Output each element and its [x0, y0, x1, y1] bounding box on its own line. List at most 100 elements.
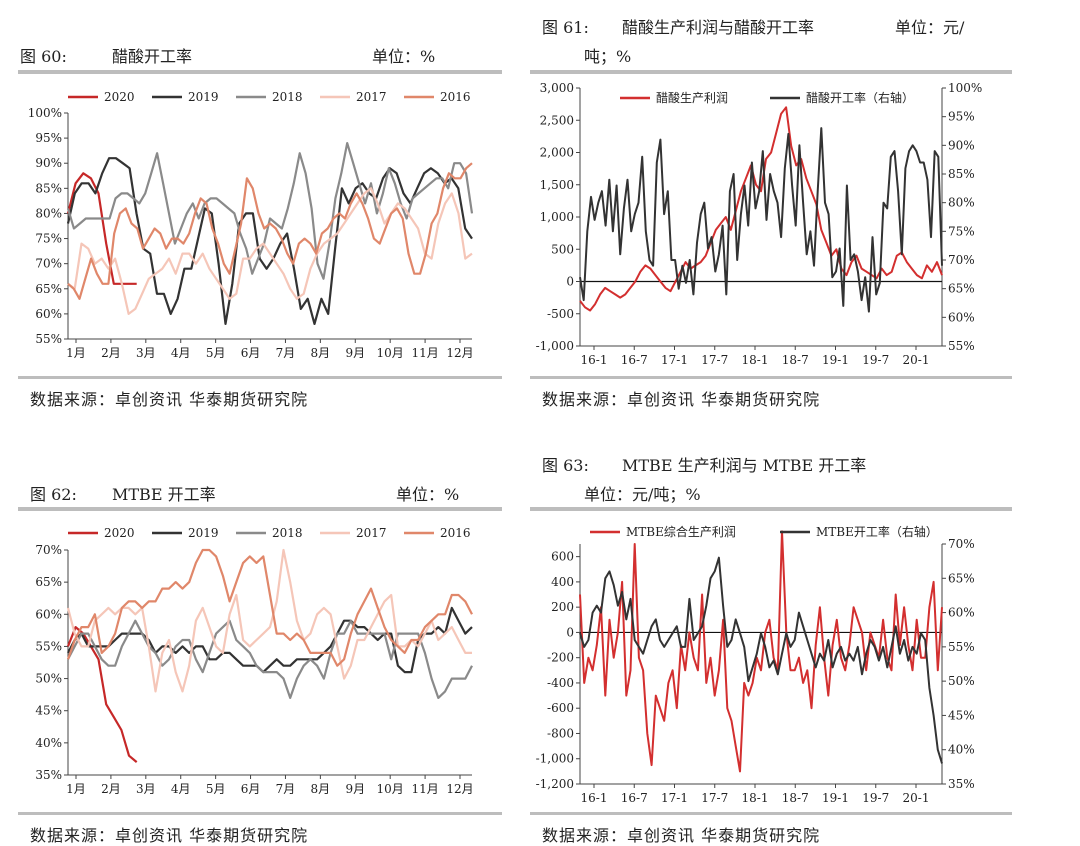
fig61-xtick-label: 20-1 [903, 353, 930, 367]
fig61-xtick-label: 16-7 [621, 353, 648, 367]
fig61-ytick-right-label: 85% [948, 167, 975, 181]
fig60-xtick-label: 7月 [276, 346, 296, 360]
fig62-series-4-line [66, 548, 473, 667]
fig60-ytick-label: 55% [35, 332, 62, 346]
fig62-ytick-label: 35% [35, 768, 62, 782]
fig63-source: 数据来源：卓创资讯 华泰期货研究院 [542, 826, 821, 845]
fig62-xtick-label: 2月 [101, 782, 121, 796]
fig62-legend-label: 2019 [188, 526, 219, 540]
fig62-xtick-label: 3月 [136, 782, 156, 796]
fig62-ytick-label: 40% [35, 736, 62, 750]
fig60-ytick-label: 80% [35, 206, 62, 220]
fig60-chart: 100% 95% 90% 85% 80% 75% 70% 65% 60% 55% 1月 2月 3月 4月 5… [28, 90, 474, 360]
fig60-legend-label: 2019 [188, 90, 219, 104]
fig63-ytick-left-label: 0 [566, 625, 574, 639]
fig61-ytick-left-label: -500 [547, 307, 574, 321]
fig62-ytick-label: 45% [35, 704, 62, 718]
fig60-xtick-label: 11月 [411, 346, 438, 360]
fig62-ytick-label: 60% [35, 607, 62, 621]
fig62-legend-label: 2017 [356, 526, 387, 540]
fig60-xtick-label: 6月 [241, 346, 261, 360]
fig60-legend-label: 2017 [356, 90, 387, 104]
fig61-xtick-label: 16-1 [581, 353, 608, 367]
fig61-xtick-label: 17-1 [661, 353, 688, 367]
fig62-legend-label: 2020 [104, 526, 135, 540]
fig60-ytick-label: 95% [35, 131, 62, 145]
fig63-xtick-label: 17-7 [701, 791, 728, 805]
fig61-ytick-left-label: 3,000 [540, 81, 574, 95]
fig63-ytick-left-label: 200 [551, 600, 574, 614]
fig61-number: 图 61: [542, 18, 589, 37]
fig61-ytick-right-label: 70% [948, 253, 975, 267]
fig61-ytick-left-label: 500 [551, 242, 574, 256]
fig62-xtick-label: 7月 [276, 782, 296, 796]
fig61-xtick-label: 17-7 [701, 353, 728, 367]
fig60-xtick-label: 1月 [66, 346, 86, 360]
fig62-ytick-label: 65% [35, 575, 62, 589]
fig60-xtick-label: 4月 [171, 346, 191, 360]
fig60-ytick-label: 100% [28, 106, 62, 120]
fig61-source: 数据来源：卓创资讯 华泰期货研究院 [542, 390, 821, 409]
fig62-source: 数据来源：卓创资讯 华泰期货研究院 [30, 826, 309, 845]
fig63-xtick-label: 18-1 [742, 791, 769, 805]
fig62-chart: 70% 65% 60% 55% 50% 45% 40% 35% 1月 2月 3月 4月 5月 6月 7月 8月… [35, 526, 473, 796]
panel-fig60: 图 60: 醋酸开工率 单位：% 100% 95% 90% 85% 80% 75% 70% 6… [0, 0, 520, 420]
fig60-xtick-label: 2月 [101, 346, 121, 360]
fig61-unit: 单位：元/ [895, 18, 965, 37]
fig60-top-rule [18, 70, 502, 74]
fig63-legend-label: MTBE综合生产利润 [626, 524, 736, 539]
fig63-series-1-line [579, 556, 943, 764]
fig62-xtick-label: 11月 [411, 782, 438, 796]
fig62-xtick-label: 4月 [171, 782, 191, 796]
fig61-top-rule [530, 70, 1012, 74]
fig60-xtick-label: 5月 [206, 346, 226, 360]
fig60-series-4-line [67, 162, 473, 300]
fig63-legend-label: MTBE开工率（右轴） [816, 524, 938, 539]
fig61-ytick-left-label: 1,500 [540, 178, 574, 192]
fig63-ytick-right-label: 55% [948, 640, 975, 654]
fig60-xtick-label: 9月 [345, 346, 365, 360]
fig60-legend-label: 2018 [272, 90, 303, 104]
fig63-unit: 单位：元/吨；% [584, 485, 701, 504]
fig62-series-2-line [67, 619, 473, 699]
fig61-title: 醋酸生产利润与醋酸开工率 [622, 18, 815, 37]
fig62-title: MTBE 开工率 [112, 485, 216, 504]
fig61-xtick-label: 18-1 [742, 353, 769, 367]
fig62-series-1-line [67, 606, 473, 674]
fig62-ytick-label: 55% [35, 639, 62, 653]
fig60-ytick-label: 70% [35, 257, 62, 271]
fig61-xtick-label: 18-7 [782, 353, 809, 367]
fig62-xtick-label: 12月 [446, 782, 473, 796]
fig63-bottom-rule [530, 812, 1012, 815]
fig60-source: 数据来源：卓创资讯 华泰期货研究院 [30, 390, 309, 409]
fig61-ytick-left-label: 2,000 [540, 146, 574, 160]
fig62-ytick-label: 70% [35, 543, 62, 557]
fig62-top-rule [18, 507, 502, 511]
fig61-legend-label: 醋酸开工率（右轴） [806, 90, 914, 105]
fig63-xtick-label: 17-1 [661, 791, 688, 805]
fig63-xtick-label: 16-7 [621, 791, 648, 805]
fig63-xtick-label: 19-7 [862, 791, 889, 805]
fig61-ytick-left-label: -1,000 [536, 339, 574, 353]
fig60-legend-label: 2020 [104, 90, 135, 104]
fig60-xtick-label: 3月 [136, 346, 156, 360]
fig61-xtick-label: 19-1 [822, 353, 849, 367]
fig63-top-rule [530, 507, 1012, 511]
fig63-ytick-right-label: 40% [948, 743, 975, 757]
fig60-unit: 单位：% [372, 47, 436, 66]
fig60-ytick-label: 90% [35, 156, 62, 170]
fig61-series-1-line [579, 127, 943, 313]
fig62-xtick-label: 8月 [311, 782, 331, 796]
fig61-ytick-right-label: 80% [948, 196, 975, 210]
fig63-ytick-right-label: 60% [948, 606, 975, 620]
fig60-xtick-label: 10月 [377, 346, 404, 360]
fig61-ytick-right-label: 75% [948, 224, 975, 238]
fig63-xtick-label: 18-7 [782, 791, 809, 805]
fig61-series-0-line [579, 106, 943, 312]
fig61-ytick-right-label: 100% [948, 81, 982, 95]
fig62-xtick-label: 5月 [206, 782, 226, 796]
fig63-chart: 600 400 200 0 -200 -400 -600 -800 -1,000 -1,200 70… [536, 524, 975, 805]
fig63-ytick-left-label: 600 [551, 550, 574, 564]
fig63-ytick-left-label: -400 [547, 676, 574, 690]
